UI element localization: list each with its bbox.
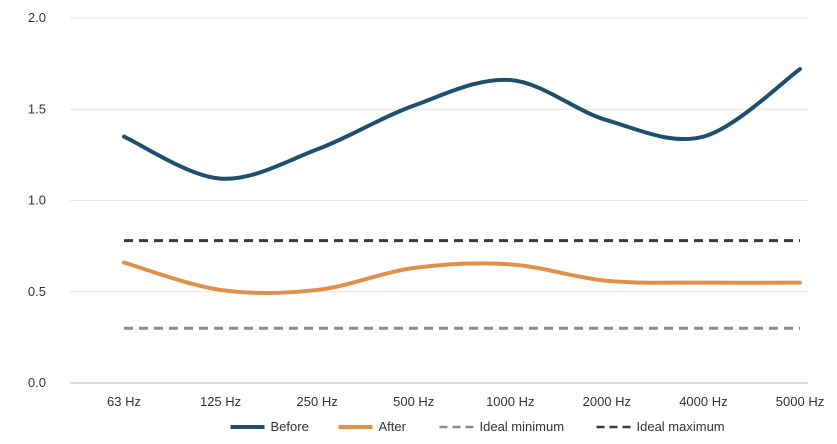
- legend-item: Ideal minimum: [439, 419, 565, 434]
- legend-item: Ideal maximum: [596, 419, 725, 434]
- x-tick-label: 125 Hz: [200, 394, 241, 409]
- legend-label: Ideal maximum: [637, 419, 725, 434]
- x-tick-label: 63 Hz: [107, 394, 141, 409]
- x-tick-label: 500 Hz: [393, 394, 434, 409]
- x-tick-label: 4000 Hz: [679, 394, 727, 409]
- legend: Before After Ideal minimum Ideal maximum: [230, 419, 725, 434]
- legend-label: Ideal minimum: [480, 419, 565, 434]
- y-tick-label: 0.5: [28, 284, 46, 299]
- x-tick-label: 2000 Hz: [583, 394, 631, 409]
- series-line-after: [122, 260, 802, 296]
- y-tick-label: 2.0: [28, 10, 46, 25]
- x-tick-label: 250 Hz: [297, 394, 338, 409]
- y-tick-label: 1.0: [28, 193, 46, 208]
- legend-label: After: [379, 419, 407, 434]
- legend-item: Before: [230, 419, 309, 434]
- y-tick-label: 1.5: [28, 101, 46, 116]
- series-lines: [122, 67, 802, 330]
- legend-item: After: [338, 419, 407, 434]
- x-tick-label: 1000 Hz: [486, 394, 534, 409]
- y-axis-ticks: 0.0 0.5 1.0 1.5 2.0: [28, 10, 46, 390]
- x-axis-ticks: 63 Hz 125 Hz 250 Hz 500 Hz 1000 Hz 2000 Hz 400…: [107, 394, 824, 409]
- legend-label: Before: [271, 419, 309, 434]
- gridlines: [70, 17, 808, 384]
- series-line-before: [122, 67, 802, 181]
- x-tick-label: 5000 Hz: [776, 394, 824, 409]
- y-tick-label: 0.0: [28, 375, 46, 390]
